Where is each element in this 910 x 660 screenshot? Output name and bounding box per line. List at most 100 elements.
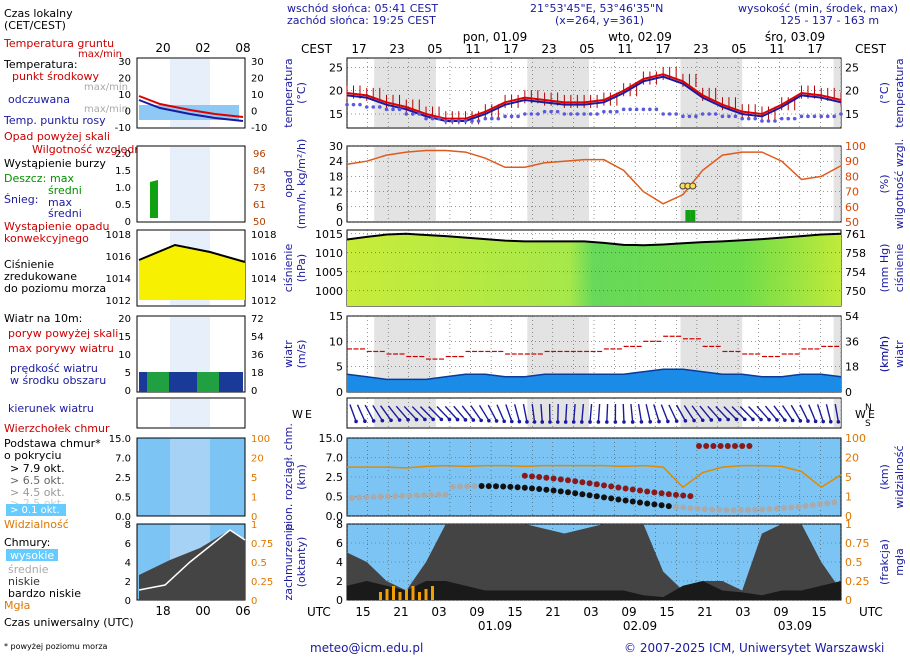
wind-ylabel: wiatr <box>282 340 295 368</box>
dew-point-marker <box>654 107 659 112</box>
wind-arrow-head <box>666 419 670 424</box>
visibility-tick-right: 1 <box>845 491 852 504</box>
cloud-base-dot <box>565 489 571 496</box>
wind-direction-arrow <box>675 404 687 422</box>
dew-point-marker <box>542 109 547 114</box>
mini-high-cloud-line <box>138 529 246 591</box>
wind-direction-arrow <box>513 404 521 422</box>
legend-okt45: > 4.5 okt. <box>10 486 65 499</box>
dew-point-marker <box>713 112 718 116</box>
cloud-base-dot <box>759 506 766 513</box>
legend-pressure: Ciśnienie <box>4 258 55 271</box>
humidity-tick-right: 100 <box>845 140 866 153</box>
compass-w: W <box>855 408 866 421</box>
fog-tick-right: 1 <box>845 518 852 531</box>
wind-direction-arrow <box>411 406 426 420</box>
visibility-tick-right: 5 <box>845 471 852 484</box>
wind-direction-arrow <box>380 405 392 421</box>
precip-right-label: wilgotność wzgl. <box>893 139 906 229</box>
cloud-base-dot <box>356 494 363 501</box>
rain-bar <box>690 210 696 222</box>
cloud-base-dot <box>406 492 413 499</box>
legend-local-time: Czas lokalny <box>4 7 73 20</box>
cloud-base-dot <box>773 505 780 512</box>
cloud-top-dot <box>565 477 571 484</box>
wind-arrow-head <box>363 419 367 424</box>
cloud-base-dot <box>349 495 355 501</box>
night-band <box>374 399 436 427</box>
wind-arrow-head <box>471 418 476 422</box>
cover-tick-left: 0 <box>336 594 343 607</box>
wind-arrow-head <box>828 419 833 424</box>
mini-precip-tick: 0.5 <box>115 200 131 211</box>
wind-tick-right: 54 <box>845 310 859 323</box>
wind-tick-right: 0 <box>845 386 852 399</box>
mini-temp-tick-left: 0 <box>125 107 131 118</box>
wind-direction-arrow <box>372 404 383 422</box>
wind-direction-arrow <box>419 406 434 420</box>
wind-direction-arrow <box>834 404 840 422</box>
mini-visibility-tick-right: 0 <box>251 512 257 523</box>
compass-s: S <box>865 419 871 429</box>
wind-direction-arrow <box>487 404 498 422</box>
cloud-top-dot <box>615 484 622 491</box>
fog-tick-right: 0.5 <box>845 556 863 569</box>
dew-point-marker <box>444 119 448 123</box>
cloud-base-dot <box>781 505 787 512</box>
wind-direction-arrow <box>597 403 601 423</box>
cloud-base-dot <box>680 504 687 511</box>
mini-precip-tick: 0 <box>125 217 131 228</box>
wind-direction-arrow <box>581 403 585 423</box>
fog-bar <box>392 586 395 600</box>
dew-point-marker <box>410 112 415 116</box>
wind-direction-arrow <box>825 404 832 422</box>
dew-point-marker <box>792 116 797 121</box>
footer-email[interactable]: meteo@icm.edu.pl <box>310 641 424 655</box>
wind-direction-arrow <box>395 405 409 421</box>
wind-direction-arrow <box>444 405 459 421</box>
dew-point-marker <box>377 105 382 109</box>
dew-point-marker <box>615 109 619 114</box>
dew-point-marker <box>628 107 632 112</box>
wind-right-unit-2: (km/h) <box>878 336 891 372</box>
wind-direction-arrow <box>637 404 643 422</box>
wind-arrow-head <box>479 418 483 423</box>
mini-pressure-tick-left: 1018 <box>106 230 131 241</box>
pressure-tick-right: 750 <box>845 285 866 298</box>
cloud-top-dot <box>665 491 672 498</box>
legend-snow-max: max <box>48 196 72 209</box>
dew-point-marker <box>569 112 573 116</box>
mini-precip-tick: 2.0 <box>115 149 131 160</box>
wind-direction-arrow <box>428 406 442 420</box>
mini-visibility-tick-right: 5 <box>251 473 257 484</box>
cloud-base-dot <box>795 503 802 510</box>
wind-tick-left: 10 <box>329 335 343 348</box>
wind-arrow-head <box>605 420 609 424</box>
legend-wind-speed-sub: w środku obszaru <box>10 374 107 387</box>
humidity-tick-right: 90 <box>845 155 859 168</box>
wind-direction-arrow <box>606 403 609 423</box>
wind-arrow-head <box>532 420 537 424</box>
cloud-top-dot <box>579 479 586 486</box>
cloud-top-dot <box>717 443 724 449</box>
cloud-top-dot <box>658 490 665 497</box>
cloud-base-dot <box>824 500 831 507</box>
pressure-ylabel: ciśnienie <box>282 244 295 293</box>
cloud-top-dot <box>608 483 615 490</box>
visibility-tick-right: 20 <box>845 452 859 465</box>
cloud-ylabel: pion. rozciągł. chm. <box>282 423 295 531</box>
cloud-top-dot <box>680 492 687 499</box>
pressure-tick-right: 761 <box>845 228 866 241</box>
night-band <box>374 147 436 221</box>
cover-yunit: (oktanty) <box>295 537 308 588</box>
cloud-tick-left: 7.0 <box>326 452 344 465</box>
legend-okt65: > 6.5 okt. <box>10 474 65 487</box>
pressure-tick-right: 758 <box>845 247 866 260</box>
dew-point-marker <box>812 114 817 119</box>
visibility-tick-right: 100 <box>845 432 866 445</box>
wind-direction-arrow <box>453 405 466 421</box>
wind-direction-arrow <box>564 403 568 423</box>
wind-arrow-head <box>734 417 739 422</box>
mini-wind-tick-left: 10 <box>118 350 131 361</box>
dew-point-marker <box>470 119 474 123</box>
